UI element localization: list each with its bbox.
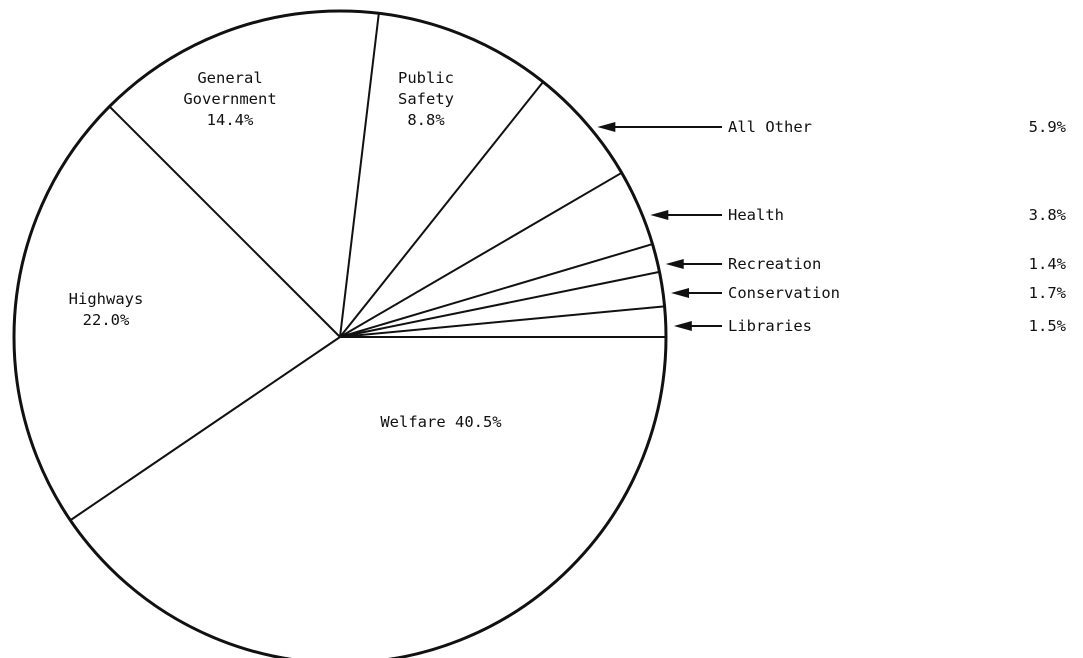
callout-recreation: Recreation 1.4% [665, 255, 1067, 273]
slice-label-line: Safety [398, 90, 454, 108]
slice-label-line: Highways [69, 290, 144, 308]
slice-label-line: General [197, 69, 262, 87]
callout-conservation: Conservation 1.7% [671, 284, 1067, 302]
arrow-head-icon [665, 259, 684, 269]
slice-boundary-health [339, 171, 623, 338]
slice-label-highways: Highways 22.0% [69, 290, 144, 329]
slice-boundary-all-other [339, 81, 544, 338]
slice-label-public: Public Safety 8.8% [398, 69, 454, 129]
callout-health: Health 3.8% [650, 206, 1067, 224]
callout-value: 1.4% [1029, 255, 1067, 273]
callout-value: 3.8% [1029, 206, 1067, 224]
slice-label-welfare-40-5: Welfare 40.5% [380, 413, 502, 431]
callout-name: All Other [728, 118, 812, 136]
slice-label-line: Government [183, 90, 276, 108]
slice-label-line: Welfare 40.5% [380, 413, 502, 431]
slice-boundary-highways [69, 336, 341, 522]
callout-value: 1.5% [1029, 317, 1067, 335]
callout-value: 1.7% [1029, 284, 1067, 302]
slice-label-line: Public [398, 69, 454, 87]
arrow-head-icon [673, 321, 692, 331]
callout-libraries: Libraries 1.5% [673, 317, 1067, 335]
slice-boundary-conservation [339, 270, 660, 338]
slice-label-line: 14.4% [207, 111, 254, 129]
arrow-head-icon [650, 210, 669, 220]
arrow-head-icon [597, 122, 616, 132]
slice-boundary-libraries [339, 305, 665, 338]
slice-boundary-general [108, 105, 341, 338]
callout-name: Libraries [728, 317, 812, 335]
callout-name: Recreation [728, 255, 821, 273]
callout-all-other: All Other 5.9% [597, 118, 1067, 136]
slice-label-line: 8.8% [407, 111, 445, 129]
slice-boundary-public [339, 13, 380, 338]
slice-label-line: 22.0% [83, 311, 130, 329]
callout-value: 5.9% [1029, 118, 1067, 136]
callout-name: Health [728, 206, 784, 224]
slice-boundary-recreation [339, 243, 653, 338]
arrow-head-icon [671, 288, 690, 298]
callout-name: Conservation [728, 284, 840, 302]
slice-label-general: General Government 14.4% [183, 69, 276, 129]
